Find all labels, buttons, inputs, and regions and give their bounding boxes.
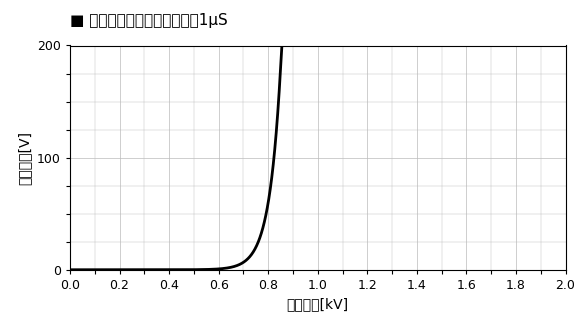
Y-axis label: 出力電圧[V]: 出力電圧[V] (17, 131, 31, 185)
X-axis label: 入力電圧[kV]: 入力電圧[kV] (287, 297, 349, 311)
Text: ■ パルス減衰特性　パルス帅1μS: ■ パルス減衰特性 パルス帅1μS (70, 13, 228, 28)
